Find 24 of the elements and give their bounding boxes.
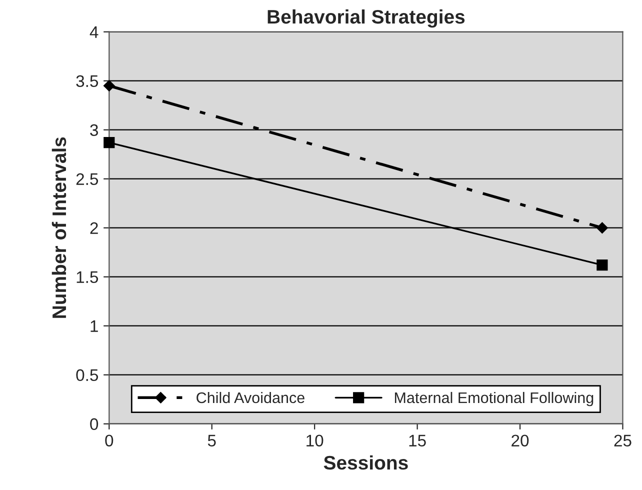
y-tick-label: 2.5 [76,173,98,186]
x-axis-title: Sessions [324,455,408,470]
point [596,222,608,234]
point [104,137,115,148]
point [596,260,608,271]
y-tick-label: 4 [90,26,98,38]
x-tick-label: 0 [105,434,114,447]
y-tick-label: 3 [90,124,98,136]
legend-label: Child Avoidance [196,392,304,404]
y-tick-label: 0 [90,418,98,430]
chart-title: Behavorial Strategies [268,9,465,28]
y-axis-title: Number of Intervals [52,137,66,318]
x-tick-label: 5 [208,434,216,447]
legend-label: Maternal Emotional Following [394,392,594,406]
y-tick-label: 2 [90,222,98,234]
x-tick-label: 10 [306,434,324,447]
point [104,80,115,92]
x-tick-label: 20 [512,434,529,447]
y-tick-label: 1.5 [76,271,98,284]
y-tick-label: 3.5 [76,75,98,88]
y-tick-label: 1 [90,320,98,332]
y-tick-label: 0.5 [76,369,98,382]
x-tick-label: 25 [614,434,632,447]
x-tick-label: 15 [409,434,426,447]
